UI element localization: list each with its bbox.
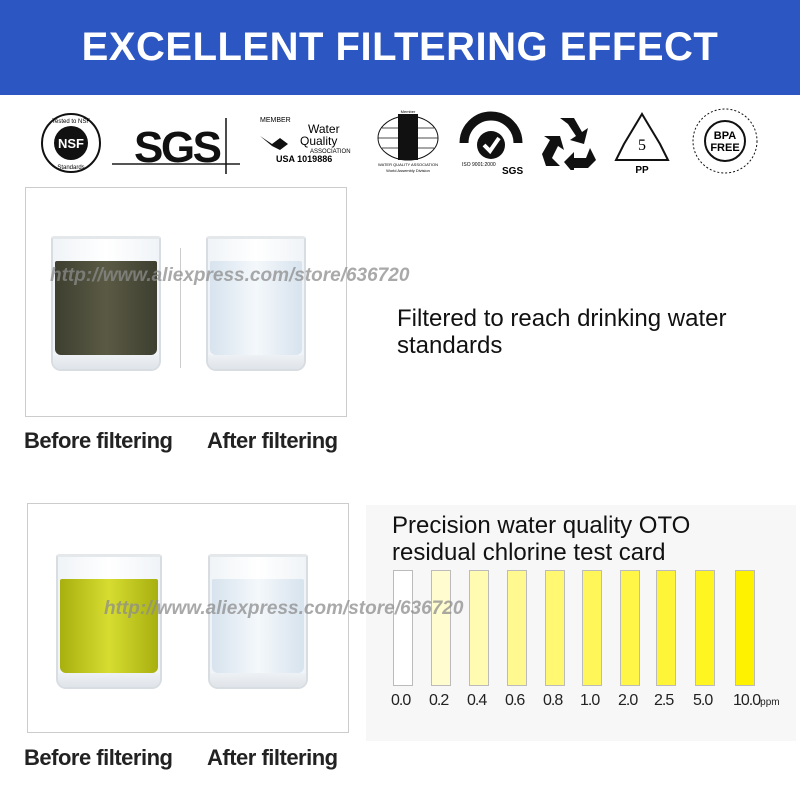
unit-label: ppm <box>760 697 780 708</box>
yellow-water <box>60 579 158 673</box>
strip-value-label: 0.0 <box>391 692 411 710</box>
strip-value: 5.0 <box>693 692 713 709</box>
color-strip <box>393 570 413 686</box>
color-strip <box>620 570 640 686</box>
strip-value-label: 0.4 <box>467 692 487 710</box>
clean-water <box>210 261 302 355</box>
strip-value: 2.0 <box>618 692 638 709</box>
watermark: http://www.aliexpress.com/store/636720 <box>104 598 464 619</box>
chlorine-test-card: Precision water quality OTO residual chlo… <box>366 505 796 741</box>
after-filtering-label: After filtering <box>207 428 338 453</box>
strip-value: 2.5 <box>654 692 674 709</box>
strip-value: 1.0 <box>580 692 600 709</box>
color-strip <box>545 570 565 686</box>
strip-value: 0.2 <box>429 692 449 709</box>
water-quality-association-logo: MEMBER Water Quality ASSOCIATION USA 101… <box>260 117 351 164</box>
test-card-title: Precision water quality OTO residual chlo… <box>392 512 690 566</box>
bpa-free-badge: BPA FREE <box>692 108 758 174</box>
yellow-water-glass <box>56 554 162 689</box>
svg-text:World Assembly Division: World Assembly Division <box>386 168 430 173</box>
watermark: http://www.aliexpress.com/store/636720 <box>50 265 410 286</box>
clean-water-glass <box>206 236 306 371</box>
color-strip <box>507 570 527 686</box>
svg-text:MEMBER: MEMBER <box>260 117 291 124</box>
before-after-photo-1 <box>25 187 347 417</box>
before-filtering-label: Before filtering <box>24 428 173 453</box>
divider <box>180 248 181 368</box>
after-filtering-label: After filtering <box>207 745 338 770</box>
before-after-photo-2 <box>27 503 349 733</box>
strip-value: 0.4 <box>467 692 487 709</box>
svg-text:5: 5 <box>638 137 646 154</box>
dirty-water-glass <box>51 236 161 371</box>
svg-text:Tested to NSF: Tested to NSF <box>52 119 90 125</box>
strip-value-label: 0.6 <box>505 692 525 710</box>
clean-water <box>212 579 304 673</box>
strip-value-label: 1.0 <box>580 692 600 710</box>
svg-text:FREE: FREE <box>710 142 739 154</box>
strip-value-label: 2.0 <box>618 692 638 710</box>
sgs-logo: SGS <box>112 118 240 174</box>
color-strip <box>469 570 489 686</box>
certification-logos: NSF Tested to NSF Standards SGS MEMBER W… <box>0 100 800 178</box>
pp-recycle-5-icon: 5 PP <box>614 112 670 176</box>
before-filtering-label: Before filtering <box>24 745 173 770</box>
svg-text:USA 1019886: USA 1019886 <box>276 154 332 164</box>
page-title: EXCELLENT FILTERING EFFECT <box>81 25 719 69</box>
svg-text:Quality: Quality <box>300 134 337 148</box>
color-strip <box>735 570 755 686</box>
strip-value-label: 0.8 <box>543 692 563 710</box>
strip-value: 0.0 <box>391 692 411 709</box>
svg-text:ASSOCIATION: ASSOCIATION <box>310 149 351 155</box>
wqa-world-assembly-logo: Member WATER QUALITY ASSOCIATION World A… <box>377 109 439 173</box>
iso-certification-logo: SGS ISO 9001:2000 <box>459 111 523 177</box>
svg-text:WATER QUALITY ASSOCIATION: WATER QUALITY ASSOCIATION <box>378 162 438 167</box>
svg-text:Standards: Standards <box>57 165 84 171</box>
color-strip <box>431 570 451 686</box>
color-strip <box>582 570 602 686</box>
svg-text:SGS: SGS <box>502 166 523 177</box>
test-card-title-line2: residual chlorine test card <box>392 539 666 566</box>
test-card-title-line1: Precision water quality OTO <box>392 512 691 539</box>
svg-text:BPA: BPA <box>714 130 736 142</box>
svg-text:ISO 9001:2000: ISO 9001:2000 <box>462 162 496 168</box>
strip-value: 10.0 <box>733 692 761 709</box>
strip-value: 0.8 <box>543 692 563 709</box>
strip-value-label: 2.5 <box>654 692 674 710</box>
svg-text:Member: Member <box>401 109 416 114</box>
clean-water-glass <box>208 554 308 689</box>
dirty-water <box>55 261 157 355</box>
header-banner: EXCELLENT FILTERING EFFECT <box>0 0 800 95</box>
svg-text:NSF: NSF <box>58 136 84 151</box>
color-strip <box>656 570 676 686</box>
strip-value-label: 0.2 <box>429 692 449 710</box>
svg-text:PP: PP <box>635 165 649 176</box>
filter-description: Filtered to reach drinking water standar… <box>397 305 727 359</box>
strip-value-label: 10.0ppm <box>733 692 780 710</box>
strip-value: 0.6 <box>505 692 525 709</box>
strip-value-label: 5.0 <box>693 692 713 710</box>
recycle-icon <box>542 118 596 170</box>
nsf-logo: NSF Tested to NSF Standards <box>41 113 101 173</box>
svg-text:Water: Water <box>308 122 340 136</box>
color-strip <box>695 570 715 686</box>
